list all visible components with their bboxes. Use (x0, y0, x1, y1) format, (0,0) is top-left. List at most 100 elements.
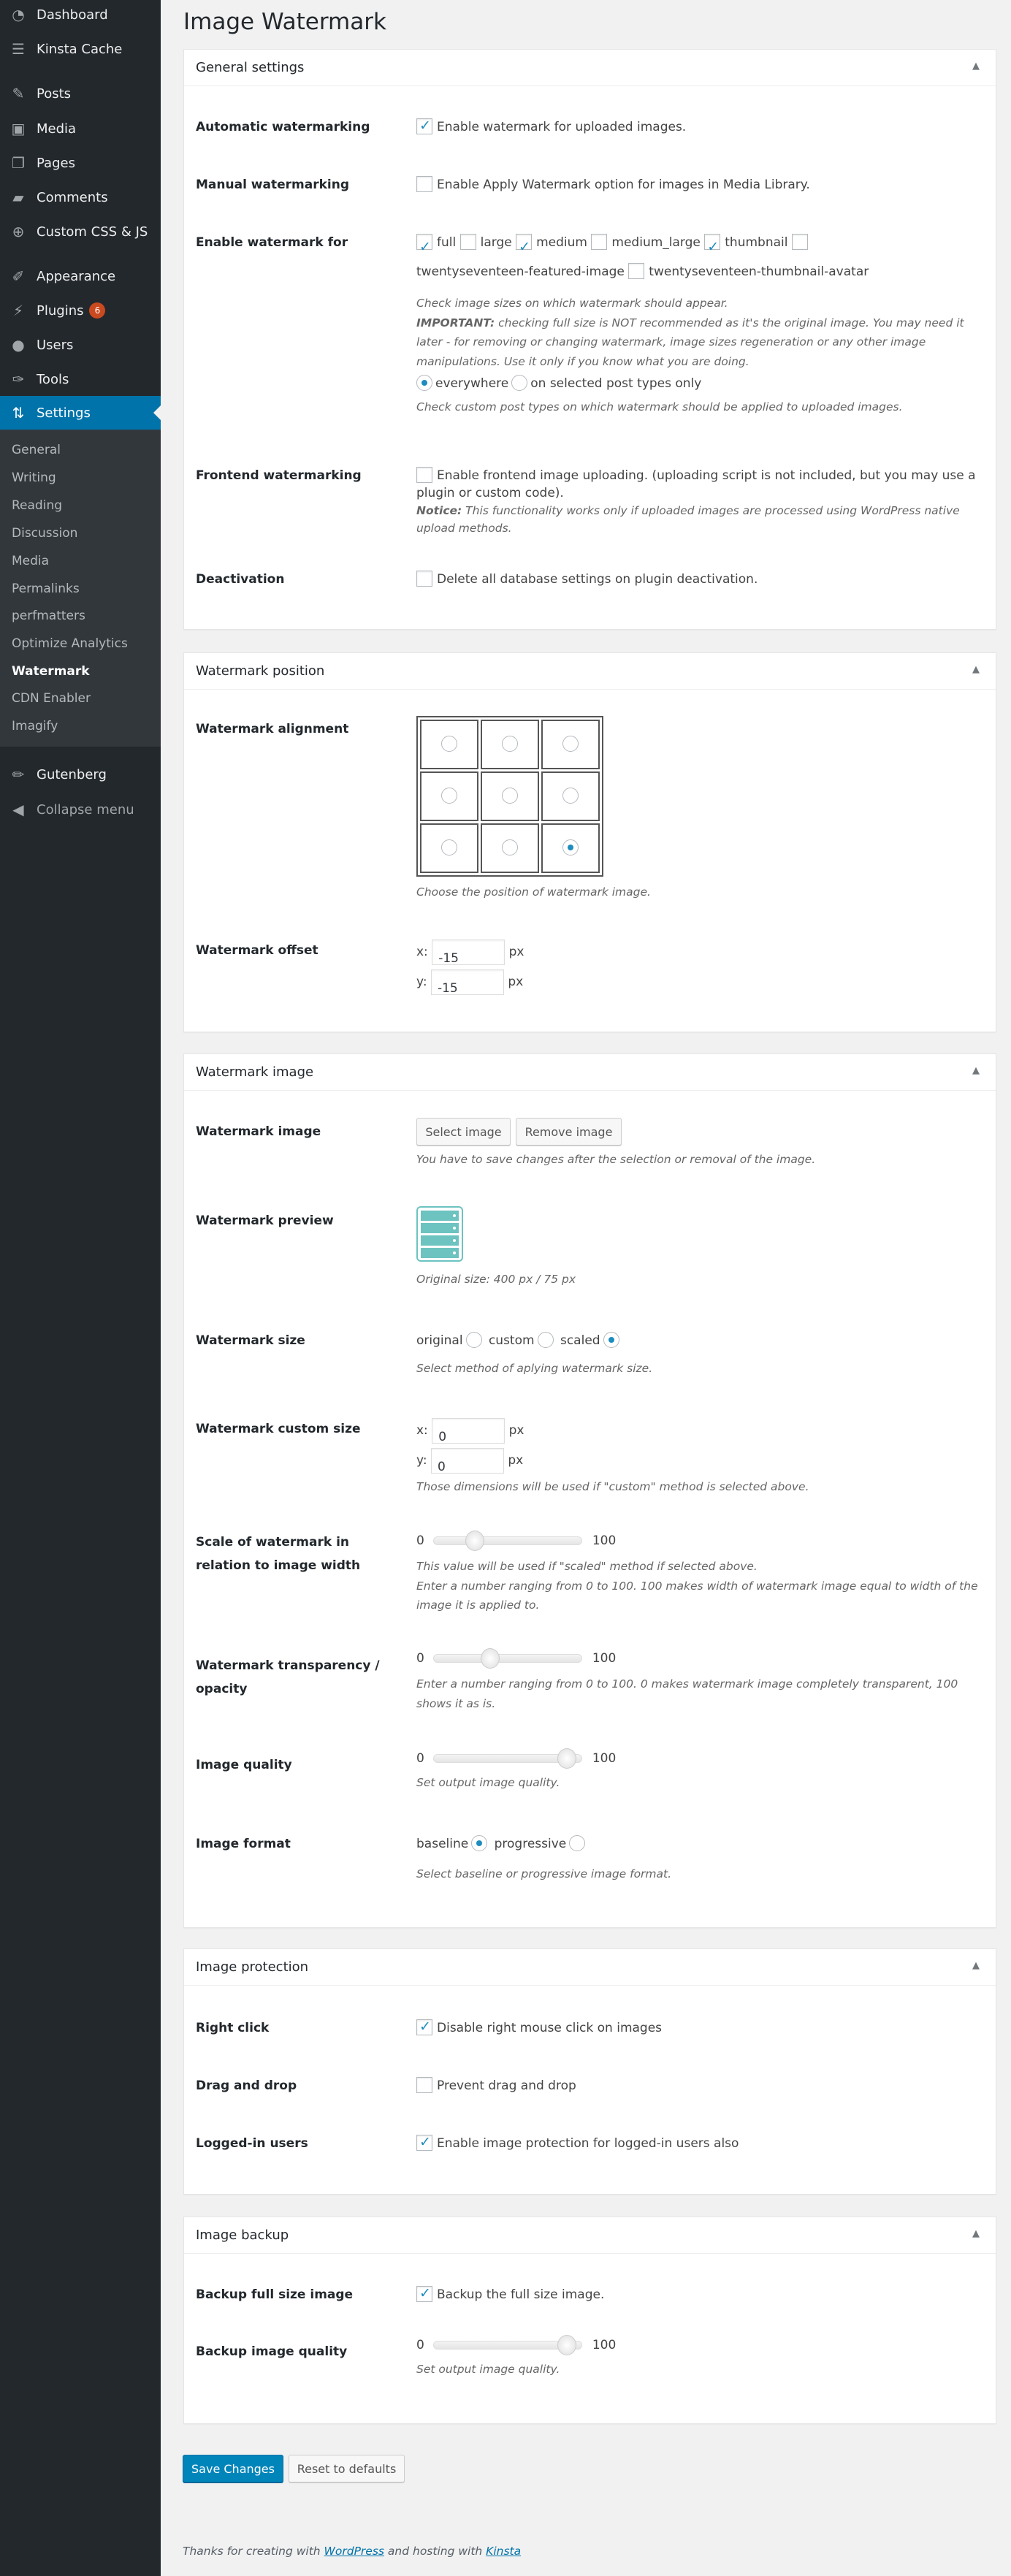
alignment-cell-middle-right[interactable] (541, 771, 600, 821)
alignment-cell-top-left[interactable] (420, 720, 478, 769)
logged-in-checkbox[interactable] (416, 2133, 432, 2151)
submenu-permalinks[interactable]: Permalinks (12, 582, 80, 596)
alignment-radio-top-right[interactable] (562, 736, 579, 752)
submenu-general[interactable]: General (12, 443, 61, 457)
collapse-arrow-icon[interactable]: ▲ (972, 664, 980, 675)
quality-slider[interactable]: 0 100 (416, 1748, 616, 1769)
custom-x-input[interactable]: 0 (432, 1417, 506, 1444)
alignment-cell-bottom-center[interactable] (481, 823, 539, 873)
reset-defaults-button[interactable]: Reset to defaults (289, 2455, 405, 2482)
format-progressive-radio[interactable] (569, 1835, 586, 1851)
menu-users[interactable]: ● Users (0, 328, 161, 362)
image-backup-panel: Image backup ▲ Backup full size image Bac… (183, 2217, 996, 2424)
backup-quality-slider[interactable]: 0 100 (416, 2335, 616, 2355)
slider-thumb[interactable] (557, 2335, 576, 2355)
size-custom-radio[interactable] (537, 1332, 554, 1348)
size-featured-image-checkbox[interactable] (791, 234, 808, 250)
collapse-menu-button[interactable]: ◀ Collapse menu (0, 793, 161, 826)
menu-custom-css-js[interactable]: ⊕ Custom CSS & JS (0, 215, 161, 248)
alignment-radio-bottom-right[interactable] (562, 839, 579, 856)
submenu-perfmatters[interactable]: perfmatters (12, 609, 85, 623)
size-label: large (480, 235, 512, 250)
submenu-optimize-analytics[interactable]: Optimize Analytics (12, 636, 128, 651)
format-baseline-radio[interactable] (471, 1835, 488, 1851)
slider-thumb[interactable] (557, 1748, 576, 1769)
submenu-imagify[interactable]: Imagify (12, 719, 58, 733)
alignment-cell-top-right[interactable] (541, 720, 600, 769)
opacity-slider[interactable]: 0 100 (416, 1648, 616, 1669)
size-label: thumbnail (725, 235, 788, 250)
remove-image-button[interactable]: Remove image (516, 1118, 622, 1146)
alignment-cell-top-center[interactable] (481, 720, 539, 769)
size-thumbnail-checkbox[interactable] (704, 232, 721, 262)
submenu-reading[interactable]: Reading (12, 498, 63, 513)
submenu-watermark[interactable]: Watermark (12, 664, 90, 679)
menu-plugins[interactable]: ⚡ Plugins 6 (0, 294, 161, 327)
manual-watermarking-checkbox[interactable] (416, 176, 432, 192)
menu-settings[interactable]: ⇅ Settings (0, 396, 161, 430)
submenu-cdn-enabler[interactable]: CDN Enabler (12, 691, 91, 706)
size-full-checkbox[interactable] (416, 232, 432, 262)
collapse-arrow-icon[interactable]: ▲ (972, 61, 980, 72)
menu-kinsta-cache[interactable]: ☰ Kinsta Cache (0, 32, 161, 66)
deactivation-checkbox[interactable] (416, 571, 432, 587)
submenu-media[interactable]: Media (12, 554, 50, 568)
scale-help: This value will be used if "scaled" meth… (416, 1560, 978, 1612)
selected-post-types-radio[interactable] (511, 375, 528, 391)
alignment-radio-top-center[interactable] (502, 736, 518, 752)
select-image-button[interactable]: Select image (416, 1118, 511, 1146)
alignment-radio-middle-right[interactable] (562, 788, 579, 804)
automatic-watermarking-checkbox[interactable] (416, 117, 432, 134)
collapse-arrow-icon[interactable]: ▲ (972, 1065, 980, 1076)
offset-y-input[interactable]: -15 (430, 969, 504, 996)
backup-full-checkbox[interactable] (416, 2285, 432, 2302)
menu-tools[interactable]: ✑ Tools (0, 362, 161, 396)
save-changes-button[interactable]: Save Changes (183, 2455, 283, 2482)
panel-header[interactable]: Watermark position ▲ (184, 653, 996, 690)
everywhere-radio[interactable] (416, 375, 432, 391)
alignment-cell-bottom-left[interactable] (420, 823, 478, 873)
size-medium-large-checkbox[interactable] (591, 234, 608, 250)
menu-media[interactable]: ▣ Media (0, 112, 161, 145)
menu-dashboard[interactable]: ◔ Dashboard (0, 0, 161, 31)
menu-posts[interactable]: ✎ Posts (0, 77, 161, 110)
alignment-cell-bottom-right[interactable] (541, 823, 600, 873)
format-help: Select baseline or progressive image for… (416, 1867, 672, 1880)
menu-gutenberg[interactable]: ✏ Gutenberg (0, 758, 161, 791)
size-scaled-radio[interactable] (603, 1332, 619, 1348)
menu-comments[interactable]: ▰ Comments (0, 180, 161, 214)
wordpress-link[interactable]: WordPress (324, 2545, 384, 2558)
slider-thumb[interactable] (465, 1531, 485, 1551)
alignment-cell-middle-left[interactable] (420, 771, 478, 821)
quality-help: Set output image quality. (416, 1776, 560, 1789)
right-click-checkbox[interactable] (416, 2018, 432, 2035)
size-large-checkbox[interactable] (459, 234, 476, 250)
panel-header[interactable]: Image protection ▲ (184, 1949, 996, 1986)
alignment-radio-bottom-left[interactable] (441, 839, 457, 856)
menu-pages[interactable]: ❐ Pages (0, 146, 161, 180)
custom-y-input[interactable]: 0 (430, 1447, 504, 1474)
collapse-arrow-icon[interactable]: ▲ (972, 1960, 980, 1971)
menu-appearance[interactable]: ✐ Appearance (0, 259, 161, 293)
alignment-cell-middle-center[interactable] (481, 771, 539, 821)
panel-header[interactable]: Image backup ▲ (184, 2217, 996, 2254)
offset-x-input[interactable]: -15 (432, 939, 506, 966)
size-medium-checkbox[interactable] (516, 232, 533, 262)
alignment-radio-middle-left[interactable] (441, 788, 457, 804)
slider-thumb[interactable] (480, 1648, 500, 1669)
submenu-discussion[interactable]: Discussion (12, 526, 78, 541)
panel-header[interactable]: General settings ▲ (184, 50, 996, 86)
kinsta-link[interactable]: Kinsta (486, 2545, 522, 2558)
size-thumbnail-avatar-checkbox[interactable] (628, 263, 645, 279)
preview-label: Watermark preview (196, 1213, 334, 1228)
size-original-radio[interactable] (465, 1332, 482, 1348)
scale-slider[interactable]: 0 100 (416, 1531, 616, 1551)
panel-header[interactable]: Watermark image ▲ (184, 1054, 996, 1091)
frontend-checkbox[interactable] (416, 467, 432, 483)
alignment-radio-middle-center[interactable] (502, 788, 518, 804)
drag-drop-checkbox[interactable] (416, 2077, 432, 2093)
alignment-radio-top-left[interactable] (441, 736, 457, 752)
submenu-writing[interactable]: Writing (12, 470, 56, 485)
alignment-radio-bottom-center[interactable] (502, 839, 518, 856)
collapse-arrow-icon[interactable]: ▲ (972, 2228, 980, 2239)
